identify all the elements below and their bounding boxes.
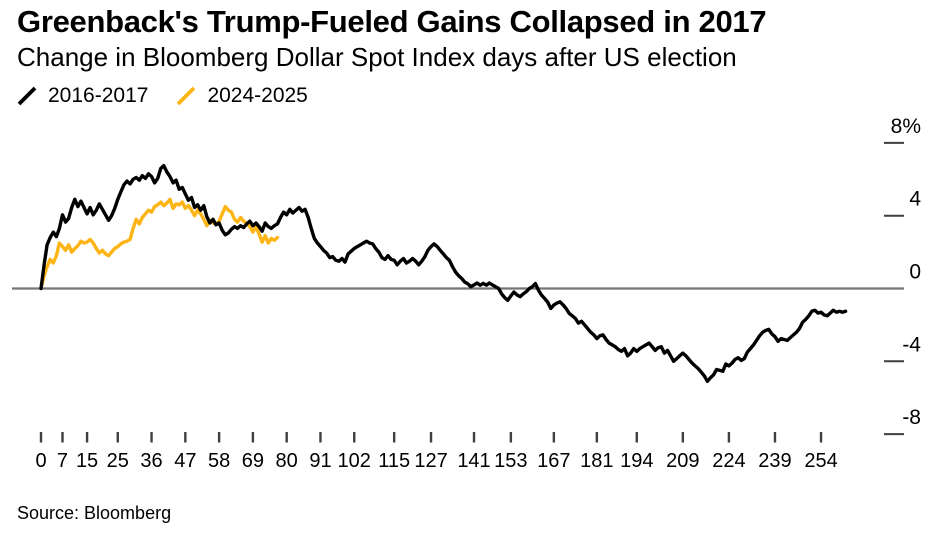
y-tick-label: 8% [891,115,921,138]
legend-item-2024-2025: 2024-2025 [174,84,308,108]
x-tick-label: 80 [276,450,298,472]
x-tick-label: 0 [35,450,46,472]
x-tick-label: 15 [76,450,98,472]
x-tick-label: 25 [107,450,129,472]
x-tick-label: 181 [580,450,613,472]
chart-subtitle: Change in Bloomberg Dollar Spot Index da… [17,42,737,72]
x-tick-label: 254 [804,450,837,472]
x-tick-label: 167 [537,450,570,472]
line-swatch-icon [177,86,196,106]
y-tick-label: 0 [909,261,921,284]
x-tick-label: 36 [140,450,162,472]
chart-title: Greenback's Trump-Fueled Gains Collapsed… [17,4,767,39]
y-tick-label: 4 [909,188,921,211]
source-note: Source: Bloomberg [17,503,172,523]
legend: 2016-2017 2024-2025 [15,84,308,108]
x-tick-label: 153 [494,450,527,472]
x-tick-label: 58 [208,450,230,472]
y-tick-label: -8 [902,406,921,429]
series-line-2016-2017 [39,163,848,383]
x-tick-label: 115 [378,450,410,472]
x-tick-label: 69 [242,450,264,472]
line-swatch-icon [17,86,37,106]
x-tick-label: 91 [309,450,331,472]
x-tick-label: 141 [457,450,490,472]
series-line-2024-2025 [39,197,280,291]
x-tick-label: 127 [414,450,447,472]
legend-item-2016-2017: 2016-2017 [15,84,148,108]
x-tick-label: 47 [174,450,196,472]
x-tick-label: 239 [758,450,791,472]
legend-label-2024-2025: 2024-2025 [207,84,308,107]
x-tick-label: 209 [666,450,699,472]
x-tick-label: 7 [57,450,68,472]
x-tick-label: 224 [712,450,745,472]
x-tick-label: 194 [620,450,653,472]
legend-label-2016-2017: 2016-2017 [48,84,149,107]
x-tick-label: 102 [338,450,371,472]
y-tick-label: -4 [902,333,921,356]
